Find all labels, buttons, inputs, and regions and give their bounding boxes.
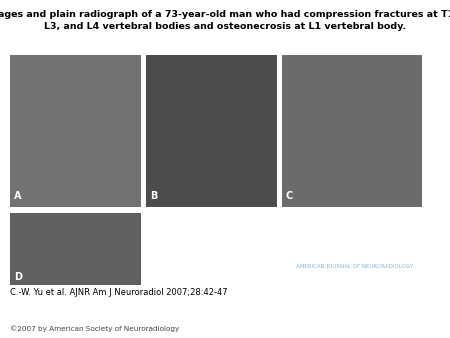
Text: D: D xyxy=(14,272,22,282)
Text: A: A xyxy=(14,191,21,201)
Text: AMERICAN JOURNAL OF NEURORADIOLOGY: AMERICAN JOURNAL OF NEURORADIOLOGY xyxy=(296,264,413,269)
Text: ©2007 by American Society of Neuroradiology: ©2007 by American Society of Neuroradiol… xyxy=(10,325,179,332)
Text: B: B xyxy=(150,191,157,201)
Text: MR images and plain radiograph of a 73-year-old man who had compression fracture: MR images and plain radiograph of a 73-y… xyxy=(0,10,450,31)
Text: C.-W. Yu et al. AJNR Am J Neuroradiol 2007;28:42-47: C.-W. Yu et al. AJNR Am J Neuroradiol 20… xyxy=(10,288,228,297)
Text: AINR: AINR xyxy=(296,226,395,261)
Text: C: C xyxy=(286,191,293,201)
